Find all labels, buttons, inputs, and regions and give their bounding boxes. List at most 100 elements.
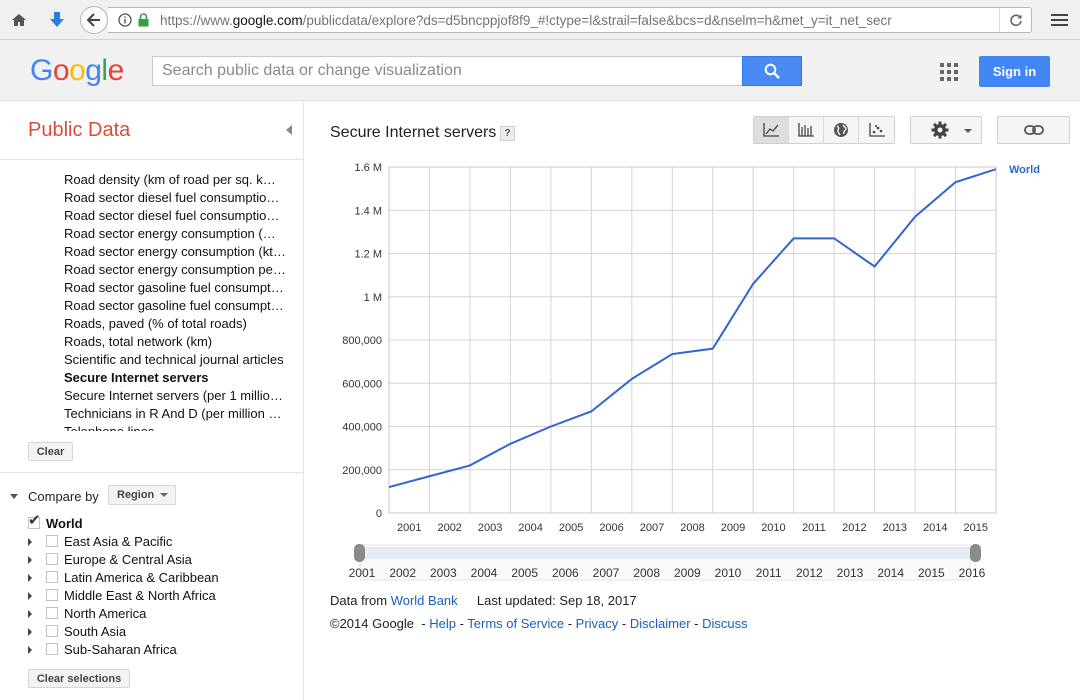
url-text: https://www.google.com/publicdata/explor… (160, 13, 892, 28)
series-label-world[interactable]: World (1009, 164, 1040, 176)
apps-grid-icon[interactable] (940, 63, 958, 81)
metric-item[interactable]: Road sector energy consumption per capit… (64, 262, 286, 277)
expand-arrow-icon[interactable] (28, 646, 32, 654)
metric-item[interactable]: Road sector diesel fuel consumption (% o… (64, 208, 286, 223)
expand-arrow-icon[interactable] (28, 556, 32, 564)
bar-chart-icon (798, 123, 814, 137)
footer-link[interactable]: Discuss (702, 616, 748, 631)
link-button[interactable] (997, 116, 1070, 144)
region-row[interactable]: Latin America & Caribbean (26, 569, 286, 587)
home-icon[interactable] (8, 9, 30, 31)
sign-in-button[interactable]: Sign in (979, 56, 1050, 87)
clear-selections-button[interactable]: Clear selections (28, 669, 130, 688)
footer-link[interactable]: Terms of Service (467, 616, 565, 631)
expand-arrow-icon[interactable] (28, 574, 32, 582)
y-tick-label: 1 M (364, 292, 382, 304)
sidebar-title[interactable]: Public Data (28, 119, 131, 141)
help-icon[interactable]: ? (500, 126, 515, 141)
region-checkbox[interactable] (46, 589, 58, 601)
metric-item[interactable]: Technicians in R And D (per million peop… (64, 406, 286, 421)
footer-link[interactable]: Privacy (575, 616, 619, 631)
plot-frame (388, 166, 997, 514)
timeline-year-label: 2016 (959, 566, 986, 580)
timeline-slider[interactable]: 2001 2002 2003 2004 2005 2006 2007 2008 2009 2010… (349, 544, 986, 581)
timeline-end-handle[interactable] (970, 544, 981, 562)
metric-item[interactable]: Roads, total network (km) (64, 334, 213, 349)
region-label: East Asia & Pacific (64, 534, 173, 549)
metric-item[interactable]: Road density (km of road per sq. km of l… (64, 172, 286, 187)
x-tick-label: 2014 (923, 522, 947, 534)
timeline-start-handle[interactable] (354, 544, 365, 562)
expand-arrow-icon[interactable] (28, 628, 32, 636)
compare-by-select[interactable]: Region (108, 485, 176, 505)
search-input[interactable] (153, 57, 742, 85)
compare-by-label: Compare by (28, 488, 99, 504)
x-tick-label: 2001 (397, 522, 421, 534)
download-icon[interactable] (46, 9, 68, 31)
info-icon[interactable] (118, 13, 132, 30)
expand-arrow-icon[interactable] (28, 592, 32, 600)
metric-item[interactable]: Scientific and technical journal article… (64, 352, 284, 367)
lock-icon (138, 13, 149, 30)
collapse-sidebar-icon[interactable] (286, 125, 292, 135)
region-row[interactable]: East Asia & Pacific (26, 533, 286, 551)
x-tick-label: 2012 (842, 522, 866, 534)
google-logo[interactable]: Google (30, 54, 124, 87)
footer-separator: - (417, 616, 430, 631)
region-checkbox[interactable] (46, 571, 58, 583)
timeline-year-label: 2003 (430, 566, 457, 580)
region-checkbox[interactable] (46, 643, 58, 655)
footer: ©2014 Google - Help - Terms of Service -… (330, 616, 748, 631)
url-bar[interactable]: https://www.google.com/publicdata/explor… (108, 7, 1032, 33)
metric-item[interactable]: Road sector energy consumption (kt of oi… (64, 244, 286, 259)
timeline-year-label: 2001 (349, 566, 376, 580)
footer-separator: - (455, 616, 468, 631)
settings-button[interactable] (910, 116, 982, 144)
arrow-left-icon (87, 13, 100, 27)
checkmark-icon: ✔ (28, 512, 41, 529)
metric-item[interactable]: Road sector gasoline fuel consumption pe… (64, 280, 286, 295)
region-label: Europe & Central Asia (64, 552, 192, 567)
line-chart-button[interactable] (754, 117, 789, 143)
link-icon (1023, 125, 1044, 135)
bubble-chart-button[interactable] (859, 117, 894, 143)
chart-title: Secure Internet servers (330, 124, 497, 141)
region-row[interactable]: North America (26, 605, 286, 623)
region-checkbox[interactable] (28, 517, 40, 529)
region-row[interactable]: South Asia (26, 623, 286, 641)
region-row[interactable]: Middle East & North Africa (26, 587, 286, 605)
world-bank-link[interactable]: World Bank (390, 593, 458, 608)
map-button[interactable] (824, 117, 859, 143)
metric-item[interactable]: Road sector energy consumption (% of tot… (64, 226, 286, 241)
region-checkbox[interactable] (46, 607, 58, 619)
expand-arrow-icon[interactable] (28, 538, 32, 546)
timeline-year-label: 2004 (471, 566, 498, 580)
search-button[interactable] (742, 56, 802, 86)
region-row[interactable]: Sub-Saharan Africa (26, 641, 286, 659)
search-box (152, 56, 743, 86)
hamburger-menu-icon[interactable] (1046, 8, 1072, 32)
footer-link[interactable]: Disclaimer (629, 616, 691, 631)
back-button[interactable] (80, 6, 108, 34)
x-tick-label: 2007 (640, 522, 664, 534)
region-checkbox[interactable] (46, 535, 58, 547)
footer-link[interactable]: Help (429, 616, 456, 631)
metric-item[interactable]: Telephone lines (64, 423, 286, 431)
metric-item[interactable]: Secure Internet servers (per 1 million p… (64, 388, 286, 403)
metric-item[interactable]: Road sector diesel fuel consumption per … (64, 190, 286, 205)
timeline-year-label: 2008 (633, 566, 660, 580)
metric-item[interactable]: Roads, paved (% of total roads) (64, 316, 247, 331)
bar-chart-button[interactable] (789, 117, 824, 143)
expand-arrow-icon[interactable] (28, 610, 32, 618)
region-checkbox[interactable] (46, 553, 58, 565)
metric-item[interactable]: Secure Internet servers (64, 370, 209, 385)
metric-item[interactable]: Road sector gasoline fuel consumption (%… (64, 298, 286, 313)
reload-icon (1009, 14, 1022, 27)
region-row[interactable]: ✔ World (26, 512, 286, 533)
reload-button[interactable] (999, 8, 1031, 32)
region-checkbox[interactable] (46, 625, 58, 637)
clear-button[interactable]: Clear (28, 442, 73, 461)
region-row[interactable]: Europe & Central Asia (26, 551, 286, 569)
last-updated: Last updated: Sep 18, 2017 (476, 593, 637, 608)
compare-by-toggle[interactable]: Compare by (10, 486, 99, 506)
